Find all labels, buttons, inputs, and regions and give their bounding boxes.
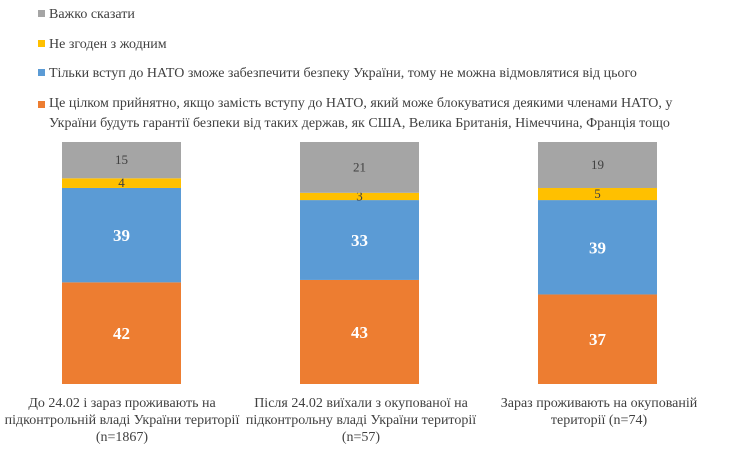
data-label: 39 xyxy=(113,226,130,245)
legend-item-only-nato: Тільки вступ до НАТО зможе забезпечити б… xyxy=(38,64,637,84)
data-label: 5 xyxy=(594,186,601,201)
bar-segment xyxy=(300,142,419,193)
bar-segment xyxy=(62,187,181,283)
legend-item-disagree: Не згоден з жодним xyxy=(38,35,167,55)
category-label-1: До 24.02 і зараз проживають на підконтро… xyxy=(4,396,240,445)
bar-segment xyxy=(62,178,181,188)
data-label: 33 xyxy=(351,231,368,250)
legend-swatch-gray xyxy=(38,10,45,17)
data-label: 3 xyxy=(356,188,363,203)
legend-item-hard-to-say: Важко сказати xyxy=(38,5,135,25)
legend-label: Це цілком прийнятно, якщо замість вступу… xyxy=(49,96,673,131)
legend-label: Не згоден з жодним xyxy=(49,37,167,52)
data-label: 39 xyxy=(589,238,606,257)
data-label: 37 xyxy=(589,330,607,349)
category-label-2: Після 24.02 виїхали з окупованої на підк… xyxy=(245,396,477,445)
data-label: 21 xyxy=(353,159,366,174)
data-label: 4 xyxy=(118,175,125,190)
category-label-3: Зараз проживають на окупованій території… xyxy=(500,396,698,428)
data-label: 19 xyxy=(591,157,604,172)
legend-item-guarantees: Це цілком прийнятно, якщо замість вступу… xyxy=(38,94,718,134)
bar-segment xyxy=(300,192,419,201)
bar-segment xyxy=(62,282,181,384)
bar-segment xyxy=(300,279,419,384)
data-label: 15 xyxy=(115,152,128,167)
bar-segment xyxy=(538,294,657,384)
bar-segment xyxy=(538,142,657,188)
legend-swatch-blue xyxy=(38,69,45,76)
bar-segment xyxy=(538,200,657,295)
legend-swatch-orange xyxy=(38,101,45,108)
bar-segment xyxy=(538,187,657,201)
data-label: 43 xyxy=(351,323,368,342)
data-label: 42 xyxy=(113,324,130,343)
bar-segment xyxy=(300,200,419,280)
legend-label: Тільки вступ до НАТО зможе забезпечити б… xyxy=(49,66,637,81)
legend-swatch-yellow xyxy=(38,40,45,47)
bar-segment xyxy=(62,142,181,179)
legend-label: Важко сказати xyxy=(49,7,135,22)
